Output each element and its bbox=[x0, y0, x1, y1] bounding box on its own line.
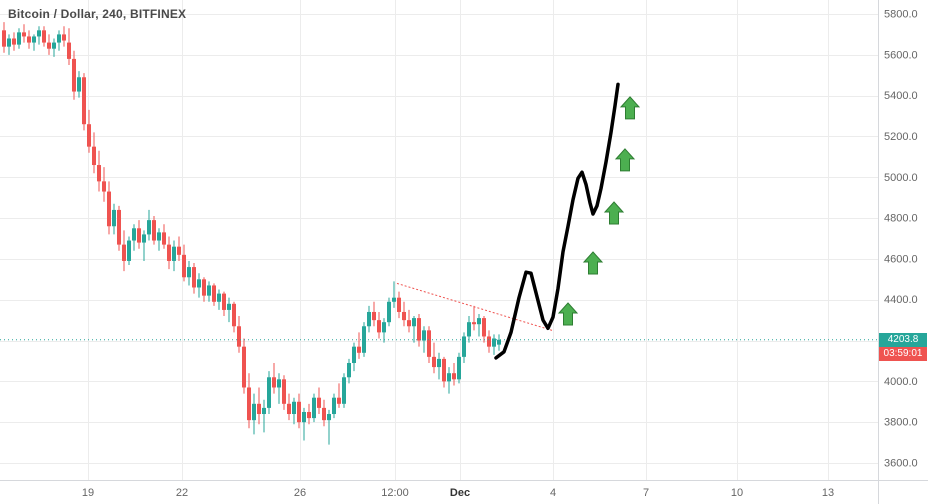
svg-text:26: 26 bbox=[294, 487, 306, 499]
svg-text:3800.0: 3800.0 bbox=[884, 417, 918, 429]
svg-text:12:00: 12:00 bbox=[381, 487, 409, 499]
svg-text:10: 10 bbox=[731, 487, 743, 499]
svg-text:7: 7 bbox=[643, 487, 649, 499]
svg-text:5400.0: 5400.0 bbox=[884, 90, 918, 102]
svg-text:3600.0: 3600.0 bbox=[884, 458, 918, 470]
symbol-title[interactable]: Bitcoin / Dollar, 240, BITFINEX bbox=[8, 7, 187, 21]
grid bbox=[0, 0, 878, 480]
projection-line[interactable] bbox=[494, 82, 620, 360]
svg-text:4800.0: 4800.0 bbox=[884, 213, 918, 225]
x-axis-labels[interactable]: 19 22 26 12:00 Dec 4 7 10 13 bbox=[82, 487, 834, 499]
svg-text:4400.0: 4400.0 bbox=[884, 294, 918, 306]
svg-text:Dec: Dec bbox=[450, 487, 470, 499]
svg-text:5200.0: 5200.0 bbox=[884, 131, 918, 143]
svg-text:5800.0: 5800.0 bbox=[884, 9, 918, 21]
up-arrow-icon[interactable] bbox=[614, 148, 636, 172]
svg-text:13: 13 bbox=[822, 487, 834, 499]
svg-text:4000.0: 4000.0 bbox=[884, 376, 918, 388]
up-arrow-icon[interactable] bbox=[557, 302, 579, 326]
up-arrow-icon[interactable] bbox=[619, 96, 641, 120]
up-arrow-icon[interactable] bbox=[603, 201, 625, 225]
svg-text:5000.0: 5000.0 bbox=[884, 172, 918, 184]
y-axis-labels[interactable]: 5800.0 5600.0 5400.0 5200.0 5000.0 4800.0 4600… bbox=[884, 9, 918, 470]
svg-text:4600.0: 4600.0 bbox=[884, 253, 918, 265]
candle-countdown-badge: 03:59:01 bbox=[879, 346, 927, 361]
current-price-badge: 4203.8 bbox=[879, 332, 927, 347]
svg-text:4: 4 bbox=[550, 487, 556, 499]
svg-text:5600.0: 5600.0 bbox=[884, 49, 918, 61]
up-arrow-icon[interactable] bbox=[582, 251, 604, 275]
svg-text:22: 22 bbox=[176, 487, 188, 499]
trendline[interactable] bbox=[396, 282, 553, 331]
up-arrows[interactable] bbox=[557, 96, 641, 326]
svg-text:19: 19 bbox=[82, 487, 94, 499]
